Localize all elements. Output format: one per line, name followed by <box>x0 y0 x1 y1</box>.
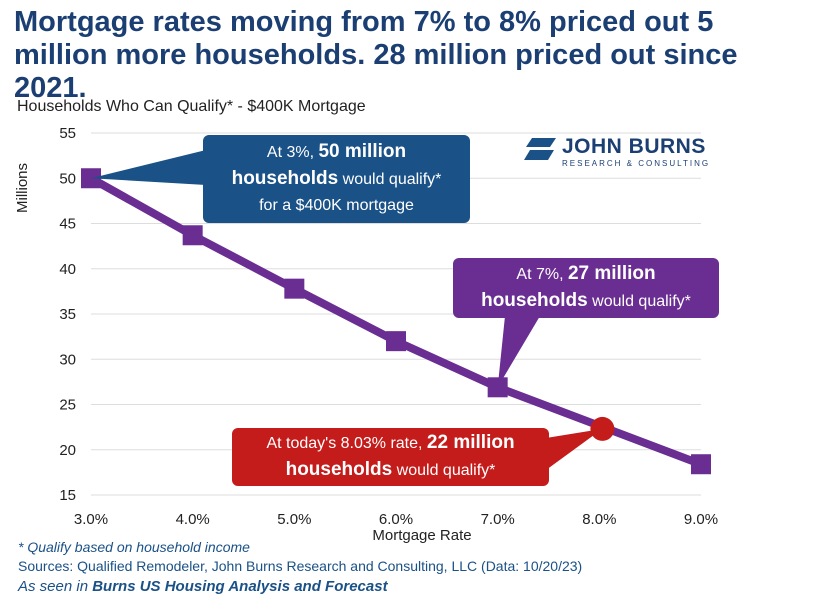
data-point-marker <box>386 331 406 352</box>
callout-pointer-today <box>546 428 603 470</box>
y-tick-label: 45 <box>59 216 76 233</box>
y-tick-label: 35 <box>59 306 76 323</box>
callout-7-households: households <box>481 290 588 311</box>
callout-3-households: households <box>231 168 339 189</box>
headline: Mortgage rates moving from 7% to 8% pric… <box>14 6 738 104</box>
logo-mark-icon <box>524 138 556 160</box>
y-axis-ticks: 15 20 25 30 35 40 45 50 55 <box>59 125 76 504</box>
series-line <box>89 174 703 468</box>
callout-8-households: households <box>285 459 393 480</box>
x-tick-label: 5.0% <box>277 511 311 528</box>
callout-3-line3: for a $400K mortgage <box>259 197 414 214</box>
callout-7-qualify: would qualify* <box>587 293 691 310</box>
sources: Sources: Qualified Remodeler, John Burns… <box>18 558 583 574</box>
y-tick-label: 50 <box>59 170 76 187</box>
x-axis-title: Mortgage Rate <box>372 527 471 544</box>
logo-tagline: RESEARCH & CONSULTING <box>562 159 711 168</box>
data-point-marker <box>182 225 203 246</box>
callout-3-percent: At 3%, 50 million households would quali… <box>203 135 470 223</box>
y-tick-label: 25 <box>59 397 76 414</box>
seen-in-prefix: As seen in <box>18 578 93 595</box>
today-rate-point <box>590 416 615 441</box>
callout-3-count: 50 million <box>318 141 407 162</box>
footnote: * Qualify based on household income <box>18 539 250 555</box>
seen-in-credit: As seen in Burns US Housing Analysis and… <box>18 578 388 595</box>
callout-3-qualify: would qualify* <box>338 171 442 188</box>
callout-8-qualify: would qualify* <box>392 462 496 479</box>
y-tick-label: 55 <box>59 125 76 142</box>
y-tick-label: 15 <box>59 487 76 504</box>
callout-pointer-3pct <box>91 150 206 185</box>
callout-7-count: 27 million <box>567 263 656 284</box>
john-burns-logo: JOHN BURNS RESEARCH & CONSULTING <box>524 135 724 172</box>
data-point-marker <box>284 278 305 299</box>
chart-title: Households Who Can Qualify* - $400K Mort… <box>17 98 366 115</box>
logo-name: JOHN BURNS <box>562 135 706 158</box>
y-axis-title: Millions <box>14 163 31 213</box>
callout-8-count: 22 million <box>426 432 515 453</box>
x-tick-label: 8.0% <box>582 511 616 528</box>
callout-today-rate: At today's 8.03% rate, 22 million househ… <box>232 428 549 486</box>
data-point-marker <box>691 454 711 475</box>
callout-pointer-7pct <box>497 316 540 388</box>
callout-7-prefix: At 7%, <box>516 266 568 283</box>
x-tick-label: 3.0% <box>74 511 108 528</box>
y-tick-label: 40 <box>59 261 76 278</box>
x-tick-label: 9.0% <box>684 511 718 528</box>
callout-3-prefix: At 3%, <box>266 144 319 161</box>
y-tick-label: 30 <box>59 351 76 368</box>
y-tick-label: 20 <box>59 442 76 459</box>
x-tick-label: 6.0% <box>379 511 413 528</box>
x-axis-ticks: 3.0% 4.0% 5.0% 6.0% 7.0% 8.0% 9.0% <box>74 511 718 528</box>
callout-7-percent: At 7%, 27 million households would quali… <box>453 258 719 318</box>
seen-in-publication: Burns US Housing Analysis and Forecast <box>92 578 388 595</box>
callout-8-prefix: At today's 8.03% rate, <box>266 435 427 452</box>
x-tick-label: 7.0% <box>481 511 515 528</box>
x-tick-label: 4.0% <box>176 511 210 528</box>
